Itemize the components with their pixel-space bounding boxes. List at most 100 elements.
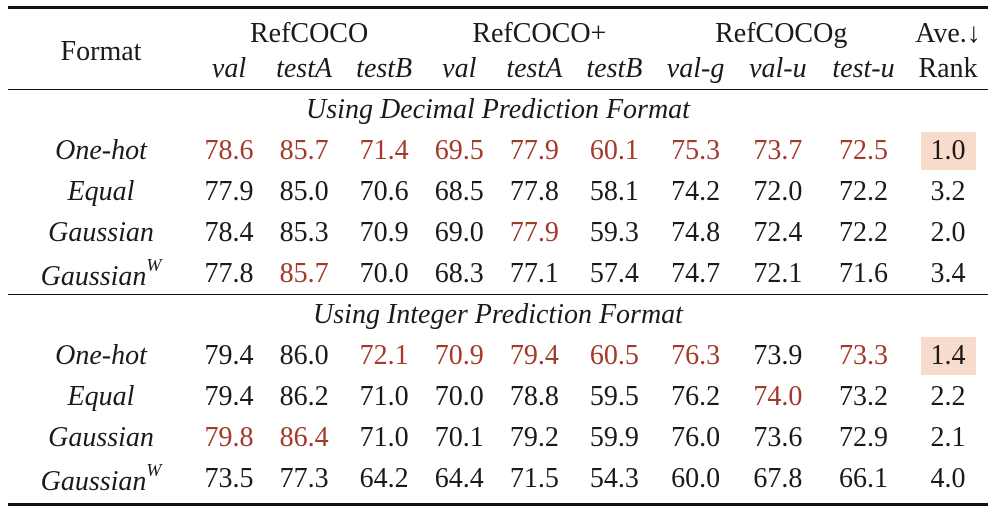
- value-cell: 73.5: [204, 462, 254, 494]
- table-row: Gaussian 78.4 85.3 70.9 69.0 77.9 59.3 74.8 72.4…: [8, 212, 988, 253]
- format-cell: One-hot: [8, 130, 194, 171]
- value-cell: 72.1: [359, 339, 409, 371]
- header-row-groups: Format RefCOCO RefCOCO+ RefCOCOg Ave.↓: [8, 7, 988, 66]
- value-cell: 70.0: [359, 257, 409, 289]
- value-cell: 71.0: [359, 421, 409, 453]
- rank-value: 3.2: [930, 175, 966, 207]
- subcol-header: testB: [586, 53, 643, 84]
- value-cell: 85.7: [279, 134, 329, 166]
- table-row: One-hot 79.4 86.0 72.1 70.9 79.4 60.5 76.3 73.9 7…: [8, 335, 988, 376]
- value-cell: 57.4: [589, 257, 639, 289]
- value-cell: 71.0: [359, 380, 409, 412]
- format-superscript: W: [146, 255, 162, 275]
- rank-value: 3.4: [930, 257, 966, 289]
- value-cell: 73.3: [838, 339, 888, 371]
- value-cell: 73.6: [753, 421, 803, 453]
- value-cell: 60.0: [671, 462, 721, 494]
- rank-cell: 1.0: [908, 130, 988, 171]
- format-cell: Equal: [8, 171, 194, 212]
- rank-value: 2.2: [930, 380, 966, 412]
- value-cell: 74.2: [671, 175, 721, 207]
- format-name: Equal: [67, 380, 135, 412]
- table-body: Using Decimal Prediction Format One-hot 78…: [8, 89, 988, 505]
- table-row: GaussianW 77.8 85.7 70.0 68.3 77.1 57.4 74.7 72.…: [8, 253, 988, 295]
- value-cell: 75.3: [671, 134, 721, 166]
- results-table: Format RefCOCO RefCOCO+ RefCOCOg Ave.↓ v…: [8, 6, 988, 506]
- rank-cell: 2.2: [908, 376, 988, 417]
- subcol-header: val-g: [666, 53, 725, 84]
- value-cell: 77.8: [509, 175, 559, 207]
- value-cell: 78.4: [204, 216, 254, 248]
- value-cell: 79.4: [204, 339, 254, 371]
- value-cell: 70.1: [434, 421, 484, 453]
- format-cell: GaussianW: [8, 458, 194, 505]
- value-cell: 86.0: [279, 339, 329, 371]
- value-cell: 70.0: [434, 380, 484, 412]
- value-cell: 73.7: [753, 134, 803, 166]
- rank-value: 4.0: [930, 462, 966, 494]
- format-superscript: W: [146, 460, 162, 480]
- format-cell: GaussianW: [8, 253, 194, 295]
- value-cell: 78.6: [204, 134, 254, 166]
- value-cell: 72.5: [838, 134, 888, 166]
- value-cell: 59.3: [589, 216, 639, 248]
- format-header: Format: [60, 36, 142, 67]
- section-title: Using Decimal Prediction Format: [306, 94, 690, 125]
- value-cell: 64.4: [434, 462, 484, 494]
- value-cell: 79.4: [509, 339, 559, 371]
- table-row: Gaussian 79.8 86.4 71.0 70.1 79.2 59.9 76.0 73.6…: [8, 417, 988, 458]
- value-cell: 72.9: [838, 421, 888, 453]
- value-cell: 72.0: [753, 175, 803, 207]
- subcol-header: val-u: [749, 53, 807, 84]
- format-name: Gaussian: [40, 466, 147, 497]
- format-name: Equal: [67, 175, 135, 207]
- value-cell: 78.8: [509, 380, 559, 412]
- value-cell: 77.9: [509, 134, 559, 166]
- rank-value: 2.0: [930, 216, 966, 248]
- value-cell: 67.8: [753, 462, 803, 494]
- value-cell: 74.8: [671, 216, 721, 248]
- value-cell: 58.1: [589, 175, 639, 207]
- table-row: Equal 77.9 85.0 70.6 68.5 77.8 58.1 74.2 72.0 72.…: [8, 171, 988, 212]
- table-row: One-hot 78.6 85.7 71.4 69.5 77.9 60.1 75.3 73.7 7…: [8, 130, 988, 171]
- value-cell: 76.0: [671, 421, 721, 453]
- value-cell: 76.3: [671, 339, 721, 371]
- rank-cell: 4.0: [908, 458, 988, 505]
- value-cell: 72.4: [753, 216, 803, 248]
- value-cell: 77.8: [204, 257, 254, 289]
- value-cell: 70.9: [434, 339, 484, 371]
- subcol-header: testB: [356, 53, 413, 84]
- group-header-refcocog: RefCOCOg: [715, 18, 848, 49]
- value-cell: 54.3: [589, 462, 639, 494]
- value-cell: 70.9: [359, 216, 409, 248]
- subcol-header: testA: [276, 53, 333, 84]
- value-cell: 71.5: [509, 462, 559, 494]
- rank-cell: 3.4: [908, 253, 988, 295]
- format-name: Gaussian: [48, 421, 154, 453]
- value-cell: 71.6: [838, 257, 888, 289]
- value-cell: 70.6: [359, 175, 409, 207]
- value-cell: 77.1: [509, 257, 559, 289]
- table-row: GaussianW 73.5 77.3 64.2 64.4 71.5 54.3 60.0 67.…: [8, 458, 988, 505]
- value-cell: 76.2: [671, 380, 721, 412]
- rank-cell: 2.1: [908, 417, 988, 458]
- rank-value: 1.4: [920, 336, 976, 375]
- value-cell: 60.1: [589, 134, 639, 166]
- value-cell: 68.3: [434, 257, 484, 289]
- value-cell: 86.2: [279, 380, 329, 412]
- rank-header-bottom: Rank: [918, 53, 978, 84]
- value-cell: 59.9: [589, 421, 639, 453]
- value-cell: 73.2: [838, 380, 888, 412]
- format-name: One-hot: [55, 339, 147, 371]
- value-cell: 79.2: [509, 421, 559, 453]
- format-cell: One-hot: [8, 335, 194, 376]
- value-cell: 59.5: [589, 380, 639, 412]
- rank-value: 2.1: [930, 421, 966, 453]
- value-cell: 69.0: [434, 216, 484, 248]
- value-cell: 77.9: [509, 216, 559, 248]
- value-cell: 77.9: [204, 175, 254, 207]
- format-name: Gaussian: [48, 216, 154, 248]
- subcol-header: testA: [506, 53, 563, 84]
- rank-cell: 2.0: [908, 212, 988, 253]
